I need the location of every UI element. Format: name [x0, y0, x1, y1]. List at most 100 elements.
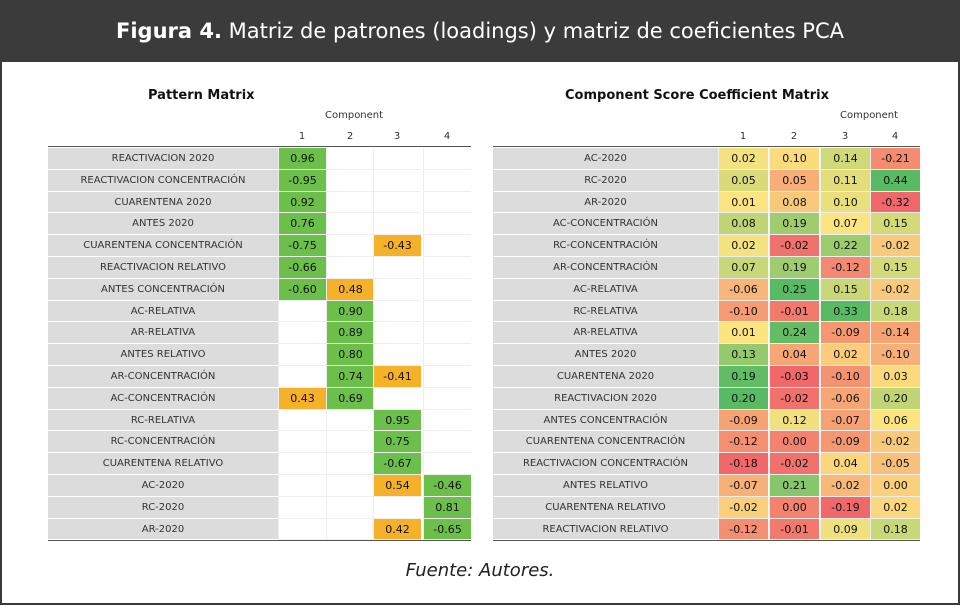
- table-cell: -0.46: [423, 475, 471, 497]
- column-header: 3: [841, 131, 849, 142]
- table-cell: 0.07: [820, 213, 870, 236]
- column-header: 2: [790, 131, 798, 142]
- table-cell: 0.04: [769, 344, 819, 366]
- table-cell: -0.09: [718, 409, 768, 432]
- table-cell: [326, 148, 374, 170]
- table-cell: 0.03: [870, 366, 920, 388]
- header: Figura 4. Matriz de patrones (loadings) …: [0, 0, 960, 62]
- row-label: AC-RELATIVA: [493, 278, 718, 301]
- row-label: AC-RELATIVA: [48, 300, 278, 323]
- table-cell: -0.12: [820, 257, 870, 279]
- table-cell: 0.25: [769, 278, 819, 301]
- table-cell: -0.41: [373, 366, 421, 388]
- table-cell: [326, 431, 374, 454]
- table-cell: [373, 300, 421, 323]
- row-label: AC-2020: [493, 148, 718, 170]
- row-label: AR-CONCENTRACIÓN: [493, 257, 718, 279]
- table-cell: -0.09: [820, 322, 870, 345]
- table-cell: -0.02: [769, 387, 819, 410]
- table-cell: [326, 453, 374, 475]
- table-cell: -0.19: [820, 496, 870, 519]
- column-group: Component: [840, 110, 899, 121]
- table-cell: [278, 322, 326, 345]
- table-cell: -0.09: [820, 431, 870, 454]
- source: Fuente: Autores.: [405, 560, 555, 581]
- table-cell: 0.24: [769, 322, 819, 345]
- table-cell: 0.02: [718, 148, 768, 170]
- table-cell: 0.12: [769, 409, 819, 432]
- table-cell: 0.96: [278, 148, 326, 170]
- table-cell: 0.10: [769, 148, 819, 170]
- table-cell: -0.10: [820, 366, 870, 388]
- table-cell: -0.06: [718, 278, 768, 301]
- figure-label: Figura 4.: [116, 19, 222, 43]
- table-cell: [423, 300, 471, 323]
- table-cell: [423, 322, 471, 345]
- row-label: ANTES RELATIVO: [493, 475, 718, 497]
- table-cell: 0.09: [820, 518, 870, 541]
- table-cell: [326, 257, 374, 279]
- row-label: CUARENTENA CONCENTRACIÓN: [48, 235, 278, 257]
- table-cell: 0.89: [326, 322, 374, 345]
- row-label: REACTIVACION RELATIVO: [48, 257, 278, 279]
- table-cell: 0.95: [373, 409, 421, 432]
- column-header: 1: [298, 131, 306, 142]
- table-cell: [423, 453, 471, 475]
- table-cell: 0.22: [820, 235, 870, 257]
- row-label: ANTES CONCENTRACIÓN: [48, 278, 278, 301]
- row-label: ANTES 2020: [493, 344, 718, 366]
- table-cell: 0.01: [718, 322, 768, 345]
- row-label: RC-CONCENTRACIÓN: [48, 431, 278, 454]
- row-label: RC-2020: [48, 496, 278, 519]
- table-cell: 0.69: [326, 387, 374, 410]
- figure-title: Matriz de patrones (loadings) y matriz d…: [221, 19, 844, 43]
- table-cell: [423, 387, 471, 410]
- table-cell: [373, 148, 421, 170]
- table-cell: [278, 366, 326, 388]
- row-label: AR-CONCENTRACIÓN: [48, 366, 278, 388]
- table-cell: 0.92: [278, 191, 326, 214]
- table-title: Component Score Coefficient Matrix: [565, 88, 830, 103]
- table-cell: [278, 496, 326, 519]
- table-cell: [326, 475, 374, 497]
- table-cell: -0.14: [870, 322, 920, 345]
- table-cell: [373, 344, 421, 366]
- table-cell: 0.08: [769, 191, 819, 214]
- table-cell: [373, 387, 421, 410]
- table-cell: 0.18: [870, 518, 920, 541]
- table-cell: 0.08: [718, 213, 768, 236]
- table-cell: [278, 475, 326, 497]
- table-cell: [423, 366, 471, 388]
- table-cell: [423, 191, 471, 214]
- table-cell: -0.01: [769, 300, 819, 323]
- row-label: CUARENTENA 2020: [48, 191, 278, 214]
- row-label: REACTIVACION 2020: [48, 148, 278, 170]
- table-cell: 0.10: [820, 191, 870, 214]
- table-cell: 0.75: [373, 431, 421, 454]
- table-cell: 0.15: [870, 213, 920, 236]
- table-cell: [373, 191, 421, 214]
- row-label: REACTIVACION CONCENTRACIÓN: [48, 169, 278, 192]
- table-cell: 0.02: [718, 235, 768, 257]
- table-cell: 0.13: [718, 344, 768, 366]
- table-cell: 0.81: [423, 496, 471, 519]
- table-cell: -0.18: [718, 453, 768, 475]
- table-cell: 0.21: [769, 475, 819, 497]
- column-header: 4: [891, 131, 899, 142]
- table-cell: -0.02: [718, 496, 768, 519]
- table-cell: [326, 518, 374, 541]
- table-cell: [373, 169, 421, 192]
- row-label: REACTIVACION RELATIVO: [493, 518, 718, 541]
- row-label: REACTIVACION 2020: [493, 387, 718, 410]
- table-cell: [373, 322, 421, 345]
- table-title: Pattern Matrix: [148, 88, 255, 103]
- row-label: CUARENTENA RELATIVO: [48, 453, 278, 475]
- table-cell: -0.43: [373, 235, 421, 257]
- table-cell: -0.02: [870, 431, 920, 454]
- table-cell: 0.48: [326, 278, 374, 301]
- table-cell: -0.32: [870, 191, 920, 214]
- table-cell: 0.33: [820, 300, 870, 323]
- row-label: AR-2020: [493, 191, 718, 214]
- row-label: CUARENTENA CONCENTRACIÓN: [493, 431, 718, 454]
- rule: [493, 146, 920, 147]
